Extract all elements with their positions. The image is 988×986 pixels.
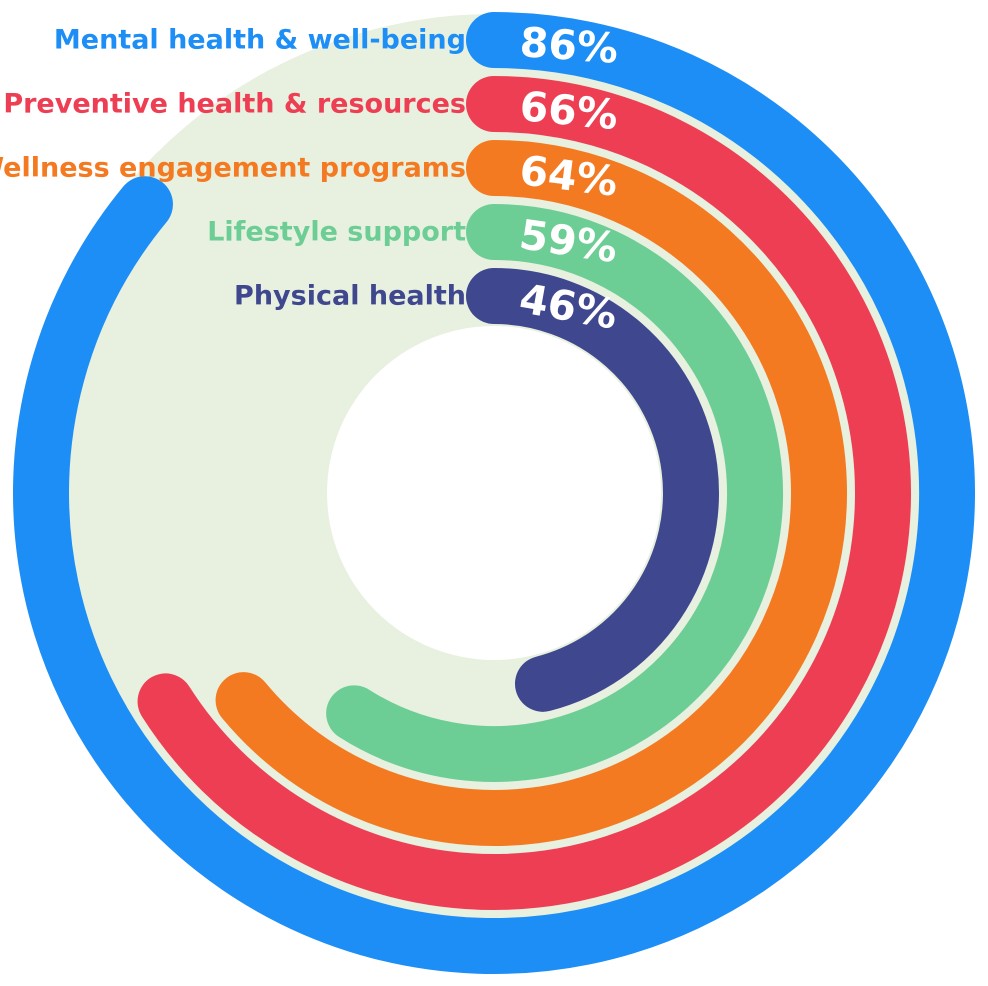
value-label-wellness-engagement-programs: 64% [517, 146, 620, 206]
value-label-preventive-health-resources: 66% [518, 82, 620, 139]
bar-mental-health-well-being [13, 12, 975, 974]
chart-center-hole [327, 326, 661, 660]
bar-preventive-health-resources [137, 76, 911, 910]
label-preventive-health-resources: Preventive health & resources [3, 89, 466, 120]
label-lifestyle-support: Lifestyle support [207, 217, 466, 248]
chart-bars [13, 12, 975, 974]
value-label-mental-health-well-being: 86% [518, 18, 619, 73]
bar-lifestyle-support [326, 204, 783, 782]
label-mental-health-well-being: Mental health & well-being [54, 25, 466, 56]
bar-wellness-engagement-programs [215, 140, 847, 846]
label-physical-health: Physical health [234, 281, 466, 312]
chart-labels: Mental health & well-being 86% Preventive … [0, 18, 621, 339]
label-wellness-engagement-programs: Wellness engagement programs [0, 153, 466, 184]
bar-physical-health [466, 268, 719, 712]
